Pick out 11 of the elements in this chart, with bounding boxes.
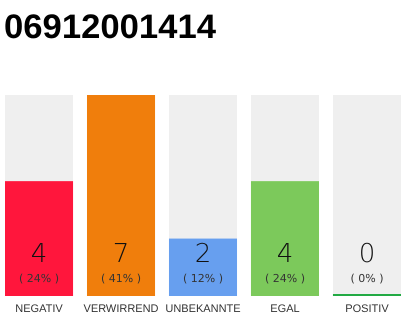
x-tick-label: EGAL bbox=[270, 303, 300, 315]
data-label: 7 ( 41% ) bbox=[100, 239, 142, 285]
x-tick-label: POSITIV bbox=[345, 303, 390, 315]
data-label: 4 ( 24% ) bbox=[19, 239, 60, 285]
chart-title: 06912001414 bbox=[4, 8, 216, 46]
data-label: 0 ( 0% ) bbox=[350, 239, 384, 285]
data-label: 4 ( 24% ) bbox=[264, 239, 306, 285]
data-label: 2 ( 12% ) bbox=[182, 239, 224, 285]
x-tick-label: VERWIRREND bbox=[84, 303, 159, 315]
x-tick-label: UNBEKANNTE bbox=[165, 303, 241, 315]
x-tick-label: NEGATIV bbox=[15, 303, 64, 315]
